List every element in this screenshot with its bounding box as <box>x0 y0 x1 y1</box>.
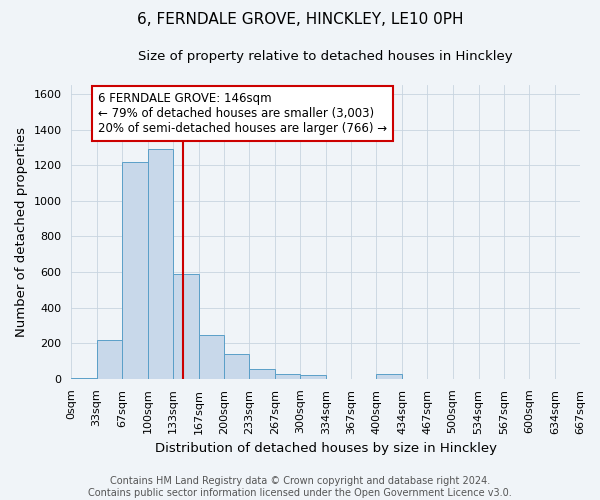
X-axis label: Distribution of detached houses by size in Hinckley: Distribution of detached houses by size … <box>155 442 497 455</box>
Y-axis label: Number of detached properties: Number of detached properties <box>15 127 28 337</box>
Bar <box>173 274 199 379</box>
Bar <box>199 336 224 379</box>
Bar <box>376 374 403 379</box>
Bar <box>148 149 173 379</box>
Bar <box>300 376 326 379</box>
Bar <box>249 369 275 379</box>
Bar <box>275 374 300 379</box>
Bar <box>97 340 122 379</box>
Text: 6 FERNDALE GROVE: 146sqm
← 79% of detached houses are smaller (3,003)
20% of sem: 6 FERNDALE GROVE: 146sqm ← 79% of detach… <box>98 92 387 135</box>
Bar <box>122 162 148 379</box>
Text: 6, FERNDALE GROVE, HINCKLEY, LE10 0PH: 6, FERNDALE GROVE, HINCKLEY, LE10 0PH <box>137 12 463 28</box>
Bar <box>71 378 97 379</box>
Text: Contains HM Land Registry data © Crown copyright and database right 2024.
Contai: Contains HM Land Registry data © Crown c… <box>88 476 512 498</box>
Bar <box>224 354 249 379</box>
Title: Size of property relative to detached houses in Hinckley: Size of property relative to detached ho… <box>139 50 513 63</box>
